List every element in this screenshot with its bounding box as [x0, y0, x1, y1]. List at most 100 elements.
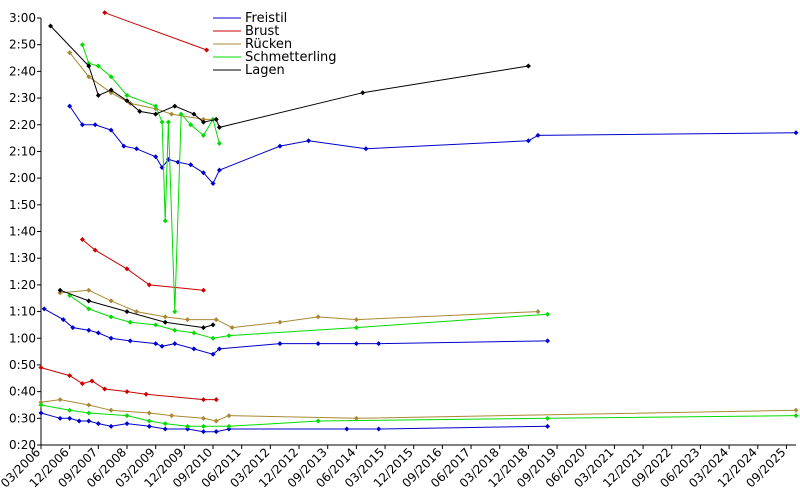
series-line [82, 239, 204, 291]
data-point [57, 415, 63, 421]
series-line [59, 289, 214, 329]
y-tick-label: 2:50 [9, 38, 36, 52]
data-point [277, 341, 283, 347]
series-line [69, 295, 548, 339]
data-point [188, 122, 194, 128]
data-point [185, 423, 191, 429]
data-point [89, 378, 95, 384]
data-point [162, 314, 168, 320]
data-point [102, 10, 108, 16]
series-freistil [38, 103, 799, 435]
data-point [57, 287, 63, 293]
data-point [57, 397, 63, 403]
y-tick-label: 2:20 [9, 118, 36, 132]
y-tick-label: 3:00 [9, 11, 36, 25]
data-point [57, 290, 63, 296]
y-tick-label: 0:40 [9, 385, 36, 399]
data-point [92, 122, 98, 128]
data-point [200, 429, 206, 435]
data-point [210, 335, 216, 341]
data-point [315, 341, 321, 347]
data-point [79, 381, 85, 387]
data-point [86, 410, 92, 416]
data-point [162, 218, 168, 224]
data-point [200, 119, 206, 125]
data-point [127, 338, 133, 344]
data-point [213, 397, 219, 403]
data-point [70, 325, 76, 331]
series-line [81, 44, 220, 312]
y-tick-label: 0:50 [9, 358, 36, 372]
data-point [191, 111, 197, 117]
y-tick-label: 0:20 [9, 438, 36, 452]
data-point [315, 418, 321, 424]
data-point [793, 407, 799, 413]
data-point [86, 287, 92, 293]
data-point [108, 335, 114, 341]
data-point [165, 119, 171, 125]
data-point [159, 343, 165, 349]
data-point [137, 108, 143, 114]
series-line [40, 367, 217, 401]
data-point [200, 287, 206, 293]
data-point [226, 413, 232, 419]
y-tick-label: 1:50 [9, 198, 36, 212]
data-point [353, 415, 359, 421]
data-point [38, 402, 44, 408]
data-point [376, 341, 382, 347]
data-point [146, 418, 152, 424]
y-tick-label: 1:30 [9, 251, 36, 265]
data-point [67, 415, 73, 421]
data-point [210, 351, 216, 357]
data-point [210, 322, 216, 328]
data-point [525, 63, 531, 69]
series-lagen [48, 23, 531, 331]
data-point [172, 341, 178, 347]
y-tick-label: 2:10 [9, 144, 36, 158]
data-point [213, 317, 219, 323]
data-point [124, 92, 130, 98]
data-point [127, 319, 133, 325]
data-point [38, 410, 44, 416]
data-point [146, 423, 152, 429]
series-rücken [38, 50, 799, 424]
data-point [213, 116, 219, 122]
series-line [104, 12, 207, 51]
y-tick-label: 1:40 [9, 225, 36, 239]
data-point [162, 319, 168, 325]
data-point [162, 426, 168, 432]
series-line [43, 308, 548, 355]
series-line [40, 399, 797, 422]
data-point [108, 314, 114, 320]
data-point [200, 132, 206, 138]
data-point [353, 341, 359, 347]
data-point [185, 426, 191, 432]
legend-label: Rücken [245, 37, 292, 52]
data-point [216, 140, 222, 146]
legend-label: Brust [245, 24, 279, 39]
data-point [153, 154, 159, 160]
data-point [124, 309, 130, 315]
data-point [95, 63, 101, 69]
data-point [124, 413, 130, 419]
data-point [376, 426, 382, 432]
data-point [169, 111, 175, 117]
data-point [86, 298, 92, 304]
data-point [124, 266, 130, 272]
data-point [153, 341, 159, 347]
data-point [95, 330, 101, 336]
data-point [213, 429, 219, 435]
data-point [545, 311, 551, 317]
data-point [153, 111, 159, 117]
data-point [200, 423, 206, 429]
data-point [86, 306, 92, 312]
data-point [545, 415, 551, 421]
data-point [67, 103, 73, 109]
data-point [353, 325, 359, 331]
data-point [216, 167, 222, 173]
data-point [172, 103, 178, 109]
data-point [86, 402, 92, 408]
data-point [108, 74, 114, 80]
